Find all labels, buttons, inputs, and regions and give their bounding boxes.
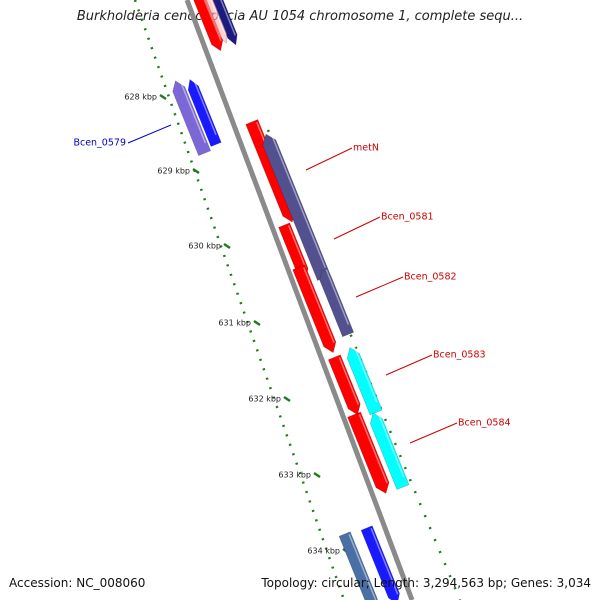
gene-highlight — [358, 414, 388, 484]
gene-arrow[interactable] — [185, 77, 222, 147]
gene-arrow[interactable] — [209, 0, 241, 47]
gene-highlight — [377, 412, 405, 478]
gene-arrow-shape — [360, 525, 400, 600]
gene-arrow-shape — [209, 0, 238, 46]
tick-label: 628 kbp — [124, 92, 157, 102]
gene-arrow-shape — [262, 133, 331, 281]
gene-arrow-shape — [370, 412, 410, 490]
gene-arrow[interactable] — [316, 267, 355, 338]
gene-arrow-bcen-0584[interactable] — [347, 411, 393, 496]
major-tick — [223, 242, 231, 250]
tick-label: 631 kbp — [218, 318, 251, 328]
gene-arrow-shape — [203, 0, 228, 44]
gene-highlight — [201, 0, 222, 42]
gene-label[interactable]: Bcen_0579 — [73, 137, 126, 149]
leader-line — [333, 216, 381, 240]
gene-label[interactable]: metN — [353, 142, 379, 154]
gene-arrow-shape — [347, 411, 390, 494]
gene-arrow-shape — [319, 269, 355, 338]
gene-highlight — [216, 0, 236, 36]
gene-highlight — [209, 0, 226, 35]
tick-label: 629 kbp — [157, 166, 190, 176]
gene-highlight — [270, 133, 326, 268]
gene-arrow[interactable] — [344, 345, 383, 416]
tick-label: 632 kbp — [248, 394, 281, 404]
gene-highlight — [370, 528, 399, 595]
gene-highlight — [338, 357, 360, 405]
gene-arrow-shape — [327, 354, 361, 416]
gene-label[interactable]: Bcen_0584 — [458, 417, 511, 429]
sequence-summary: Topology: circular; Length: 3,294,563 bp… — [261, 576, 591, 590]
gene-highlight — [348, 534, 377, 600]
gene-arrow-bcen-0579[interactable] — [169, 78, 212, 156]
gene-arrow-shape — [292, 264, 337, 354]
major-tick — [313, 471, 321, 479]
gene-arrow[interactable] — [338, 531, 381, 600]
major-tick — [159, 93, 167, 101]
gene-arrow-shape — [172, 80, 212, 156]
leader-line — [305, 147, 353, 171]
major-tick — [253, 319, 261, 327]
leader-line — [127, 124, 172, 144]
gene-label[interactable]: Bcen_0583 — [433, 349, 486, 361]
gene-arrow-shape — [346, 347, 383, 416]
major-tick — [283, 395, 291, 403]
gene-highlight — [302, 267, 335, 343]
gene-highlight — [179, 80, 207, 144]
gene-arrow[interactable] — [203, 0, 230, 45]
gene-label[interactable]: Bcen_0581 — [381, 211, 434, 223]
tick-label: 634 kbp — [307, 546, 340, 556]
tick-label: 630 kbp — [188, 241, 221, 251]
gene-arrow-bcen-0582[interactable] — [292, 264, 340, 355]
gene-highlight — [325, 269, 350, 325]
gene-arrow[interactable] — [367, 410, 410, 490]
tick-label: 633 kbp — [278, 470, 311, 480]
map-title: Burkholderia cenocepacia AU 1054 chromos… — [76, 9, 524, 24]
gene-highlight — [287, 225, 307, 270]
gene-arrow-shape — [338, 531, 378, 600]
major-tick — [192, 167, 200, 175]
gene-arrow-shape — [187, 79, 222, 147]
gene-arrow[interactable] — [360, 525, 403, 600]
gene-label[interactable]: Bcen_0582 — [404, 271, 457, 283]
gene-highlight — [354, 347, 378, 403]
gene-arrow-bcen-0583[interactable] — [327, 354, 363, 417]
leader-line — [409, 422, 458, 444]
gene-highlight — [193, 79, 217, 136]
leader-line — [355, 276, 404, 298]
chromosome-backbone — [184, 0, 415, 600]
gene-arrow-bcen-0581[interactable] — [259, 132, 331, 281]
leader-line — [385, 354, 433, 376]
accession-text: Accession: NC_008060 — [9, 576, 146, 590]
